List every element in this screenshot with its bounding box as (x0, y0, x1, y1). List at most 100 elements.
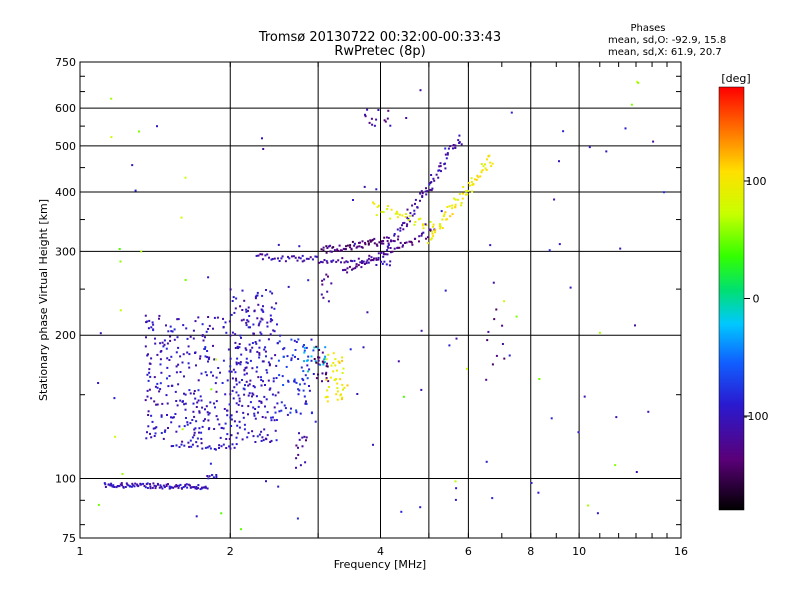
data-point (440, 210, 443, 213)
data-point (275, 377, 278, 379)
data-point (332, 352, 335, 355)
data-point (335, 369, 338, 372)
data-point (327, 353, 330, 356)
data-point (243, 423, 246, 426)
data-point (313, 358, 316, 360)
data-point (177, 383, 180, 386)
data-point (235, 391, 238, 394)
data-point (235, 383, 238, 386)
data-point (266, 253, 269, 256)
data-point (419, 192, 422, 195)
data-point (204, 486, 207, 489)
data-point (386, 117, 389, 120)
data-point (215, 415, 218, 418)
data-point (260, 430, 263, 433)
data-point (246, 436, 249, 439)
data-point (184, 402, 187, 405)
data-point (481, 169, 484, 172)
data-point (185, 417, 187, 419)
data-point (306, 364, 309, 367)
data-point (375, 188, 378, 191)
data-point (170, 421, 173, 424)
data-point (184, 176, 187, 179)
data-point (359, 241, 361, 244)
data-point (387, 246, 390, 249)
data-point (195, 420, 198, 423)
data-point (299, 383, 301, 386)
data-point (241, 438, 244, 441)
data-point (262, 380, 264, 383)
data-point (310, 359, 313, 362)
data-point (421, 196, 424, 198)
data-point (243, 373, 246, 376)
data-point (263, 428, 266, 431)
data-point (377, 109, 380, 111)
data-point (389, 251, 392, 254)
data-point (286, 355, 289, 358)
data-point (249, 326, 251, 329)
data-point (265, 480, 267, 483)
data-point (207, 419, 210, 422)
data-point (156, 386, 159, 389)
data-point (364, 113, 366, 116)
data-point (238, 400, 241, 403)
data-point (220, 445, 223, 448)
x-tick-label: 16 (674, 545, 688, 558)
data-point (144, 486, 147, 489)
data-point (386, 249, 389, 252)
data-point (413, 209, 416, 212)
data-point (196, 437, 199, 440)
data-point (229, 393, 232, 396)
data-point (149, 485, 152, 488)
data-point (260, 384, 263, 387)
data-point (277, 391, 280, 394)
data-point (270, 419, 273, 422)
data-point (215, 376, 218, 379)
data-point (143, 485, 146, 487)
data-point (239, 334, 242, 337)
data-point (254, 408, 257, 410)
data-point (383, 119, 386, 122)
data-point (174, 390, 177, 393)
data-point (470, 180, 473, 183)
data-point (281, 375, 284, 378)
data-point (182, 324, 185, 327)
data-point (252, 385, 255, 387)
data-point (635, 471, 638, 473)
data-point (248, 343, 251, 346)
data-point (439, 223, 441, 226)
data-point (170, 384, 173, 387)
data-point (176, 485, 179, 487)
data-point (290, 407, 292, 410)
data-point (218, 444, 221, 447)
data-point (437, 169, 440, 172)
data-point (140, 250, 143, 253)
data-point (263, 348, 266, 351)
data-point (233, 420, 236, 423)
data-point (325, 377, 328, 380)
data-point (274, 429, 277, 432)
data-point (118, 485, 121, 488)
data-point (273, 307, 276, 310)
data-point (474, 178, 476, 181)
data-point (160, 485, 163, 488)
data-point (187, 345, 190, 348)
data-point (375, 264, 378, 266)
data-point (295, 444, 298, 447)
data-point (162, 484, 165, 487)
data-point (161, 402, 164, 405)
data-point (163, 343, 166, 346)
data-point (165, 485, 168, 487)
data-point (205, 405, 208, 408)
data-point (258, 400, 261, 403)
data-point (230, 313, 233, 316)
data-point (199, 355, 202, 358)
data-point (249, 350, 252, 353)
data-point (266, 325, 269, 328)
stats-o-line: mean, sd,O: -92.9, 15.8 (608, 35, 726, 46)
data-point (220, 426, 223, 429)
data-point (293, 380, 296, 383)
data-point (361, 260, 363, 263)
data-point (443, 213, 446, 216)
